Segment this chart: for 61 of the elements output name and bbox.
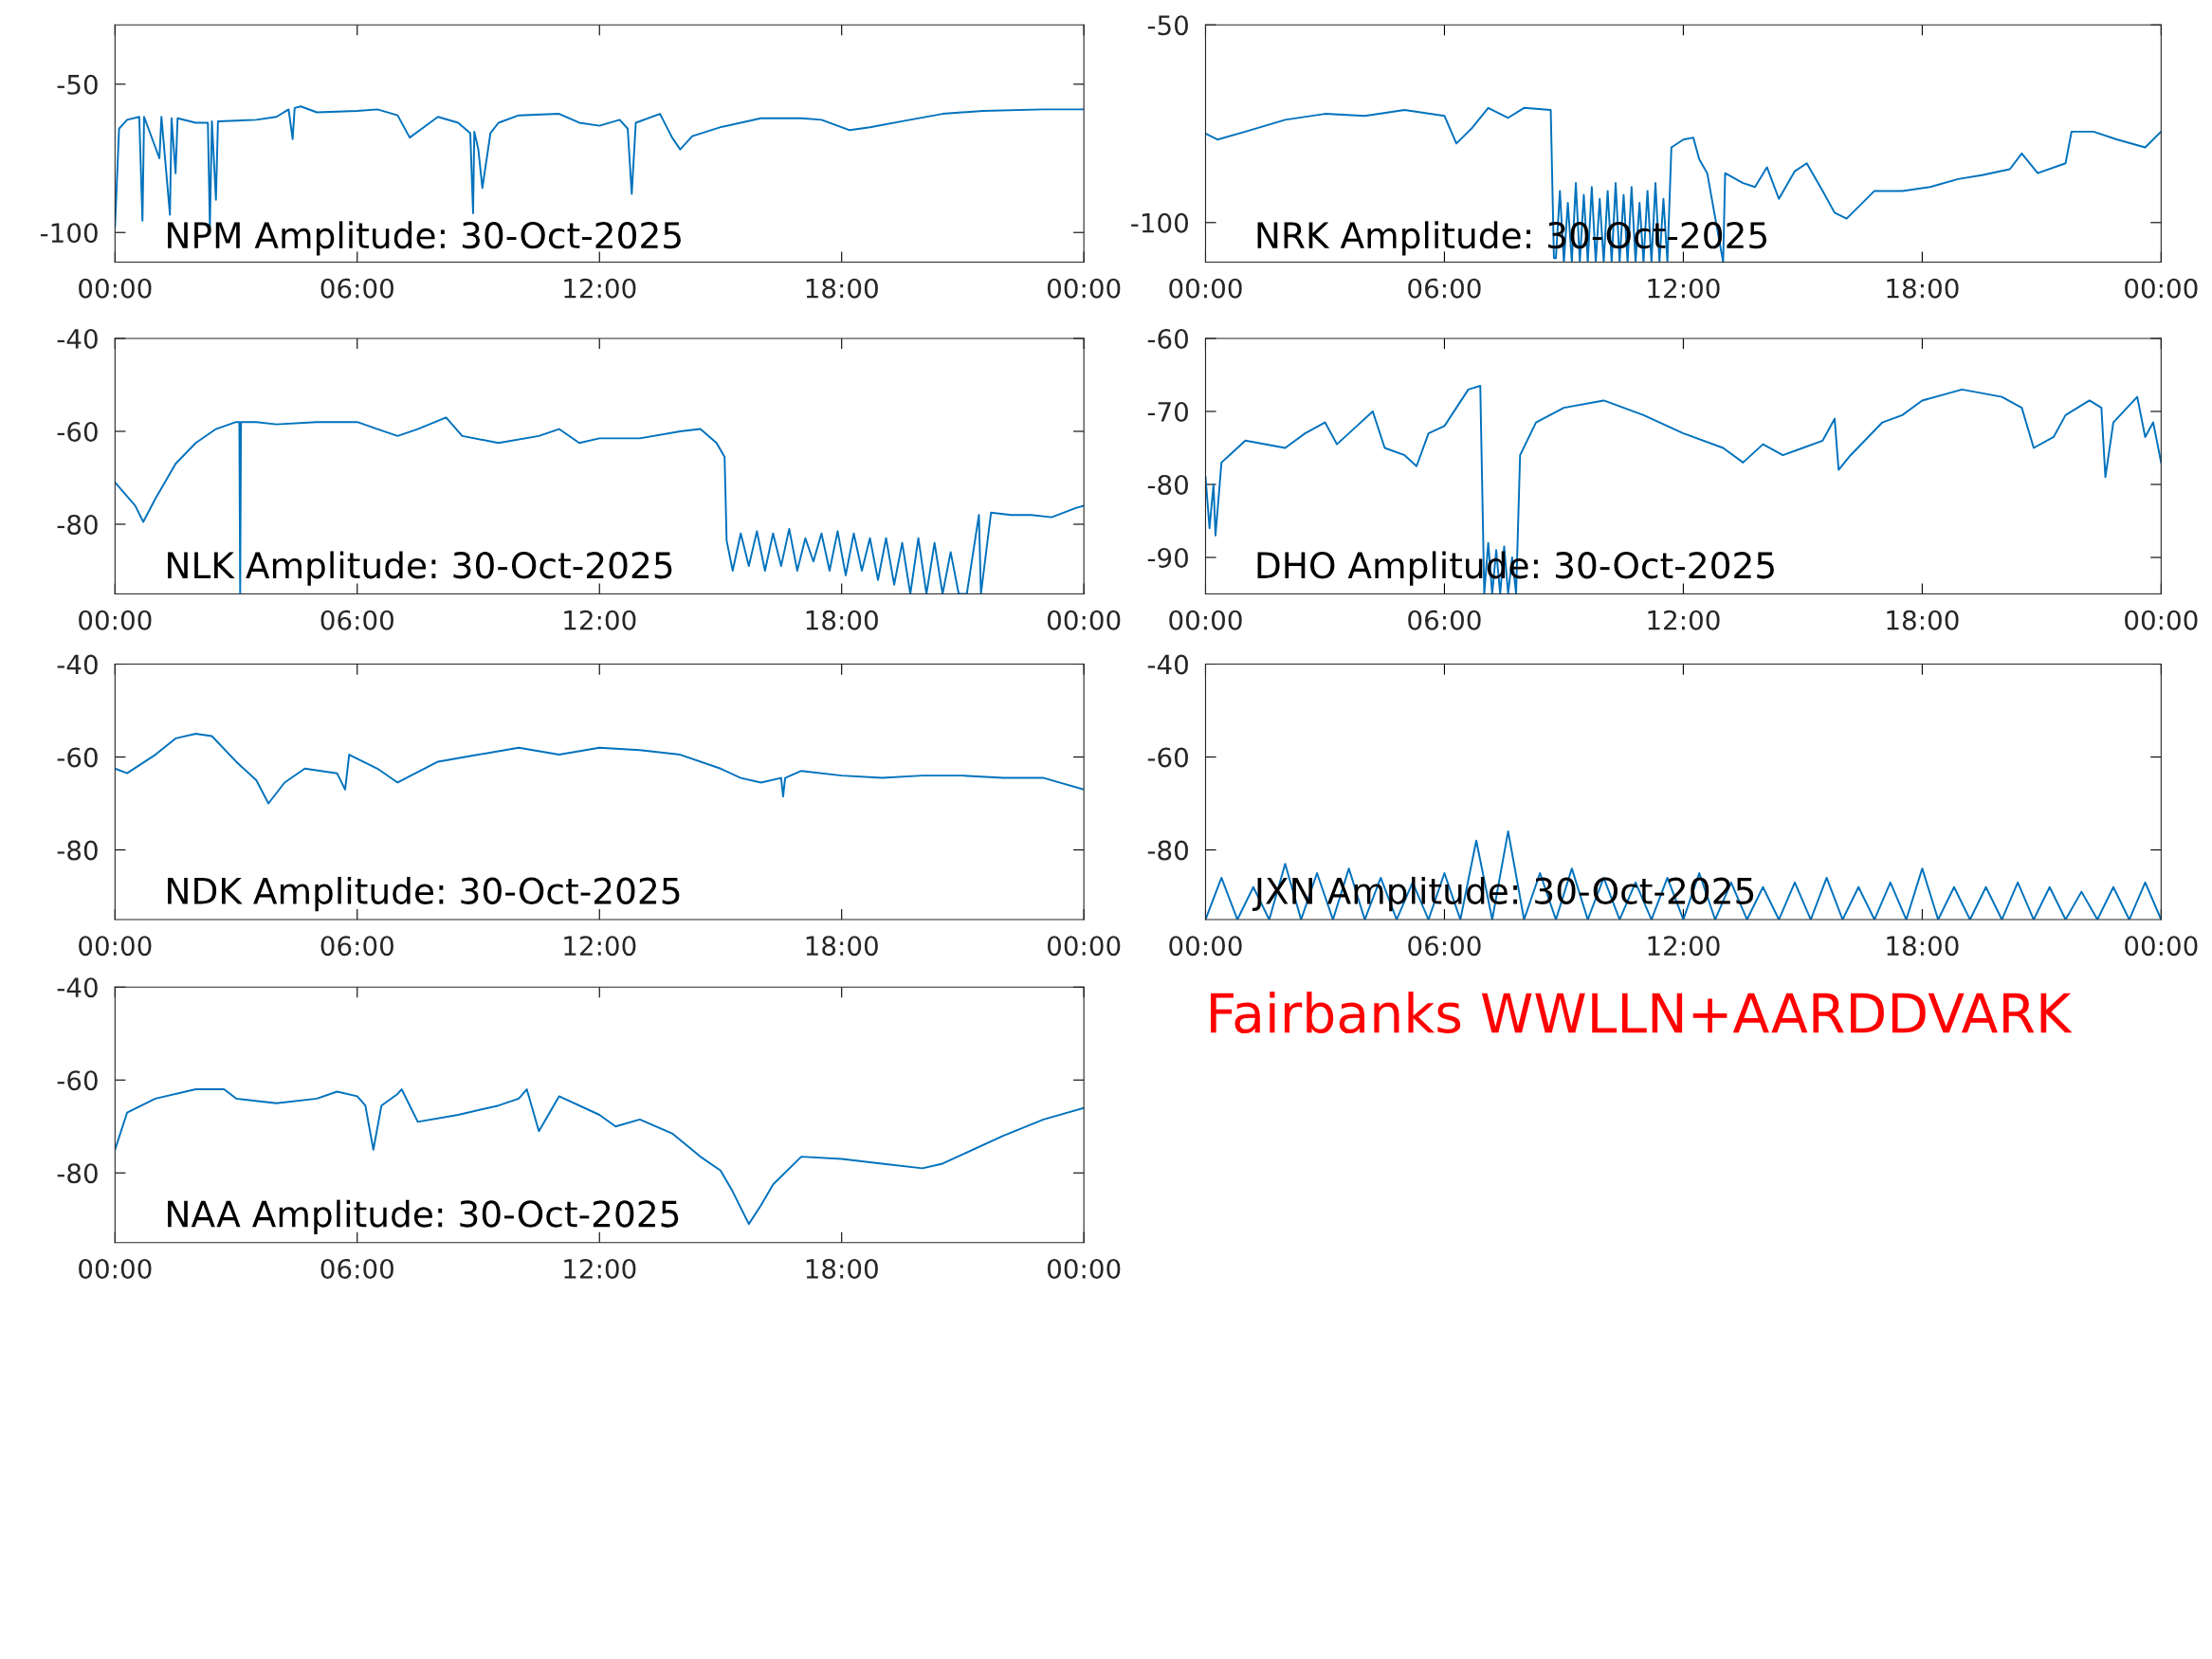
x-tick-label: 18:00 (1887, 610, 1959, 630)
x-tick-label: 12:00 (564, 1258, 636, 1279)
y-tick-label: -100 (1131, 212, 1188, 233)
y-tick-label: -80 (1147, 474, 1188, 495)
x-tick-label: 00:00 (1047, 936, 1121, 957)
y-tick-label: -90 (1147, 547, 1188, 568)
y-tick-label: -80 (57, 840, 98, 861)
y-tick-label: -60 (1147, 328, 1188, 349)
text: NPM Amplitude: 30-Oct-2025 (168, 221, 681, 256)
text: NDK Amplitude: 30-Oct-2025 (168, 876, 680, 912)
x-tick-label: 18:00 (1887, 278, 1959, 299)
x-tick-label: 18:00 (806, 936, 878, 957)
x-tick-label: 18:00 (806, 278, 878, 299)
x-tick-label: 18:00 (806, 1258, 878, 1279)
y-tick-label: -70 (1147, 401, 1188, 422)
y-tick-label: -40 (57, 977, 98, 998)
x-tick-label: 06:00 (1408, 278, 1481, 299)
x-tick-label: 12:00 (1648, 610, 1720, 630)
text: Fairbanks WWLLN+AARDDVARK (1211, 992, 2073, 1034)
x-tick-label: 00:00 (2125, 936, 2198, 957)
x-tick-label: 00:00 (79, 278, 152, 299)
x-tick-label: 12:00 (564, 936, 636, 957)
x-tick-label: 18:00 (1887, 936, 1959, 957)
x-tick-label: 12:00 (564, 278, 636, 299)
x-tick-label: 00:00 (1169, 936, 1242, 957)
y-tick-label: -100 (40, 223, 98, 244)
y-tick-label: -50 (57, 74, 98, 95)
x-tick-label: 12:00 (564, 610, 636, 630)
y-tick-label: -60 (57, 747, 98, 768)
x-tick-label: 06:00 (320, 1258, 393, 1279)
text: NAA Amplitude: 30-Oct-2025 (168, 1199, 679, 1234)
x-tick-label: 00:00 (1047, 278, 1121, 299)
x-tick-label: 00:00 (2125, 610, 2198, 630)
y-tick-label: -40 (57, 654, 98, 675)
text: NLK Amplitude: 30-Oct-2025 (168, 551, 672, 586)
x-tick-label: 12:00 (1648, 278, 1720, 299)
y-tick-label: -40 (57, 328, 98, 349)
x-tick-label: 00:00 (1047, 1258, 1121, 1279)
y-tick-label: -80 (57, 1163, 98, 1184)
x-tick-label: 00:00 (79, 936, 152, 957)
x-tick-label: 06:00 (1408, 936, 1481, 957)
x-tick-label: 00:00 (79, 610, 152, 630)
y-tick-label: -60 (57, 1070, 98, 1091)
x-tick-label: 12:00 (1648, 936, 1720, 957)
x-tick-label: 00:00 (1169, 610, 1242, 630)
x-tick-label: 00:00 (1047, 610, 1121, 630)
y-tick-label: -60 (1147, 747, 1188, 768)
y-tick-label: -50 (1147, 15, 1188, 36)
y-tick-label: -80 (57, 514, 98, 535)
x-tick-label: 00:00 (2125, 278, 2198, 299)
y-tick-label: -60 (57, 421, 98, 442)
y-tick-label: -40 (1147, 654, 1188, 675)
x-tick-label: 06:00 (1408, 610, 1481, 630)
x-tick-label: 00:00 (1169, 278, 1242, 299)
line-series (115, 733, 1085, 805)
x-tick-label: 06:00 (320, 278, 393, 299)
x-tick-label: 06:00 (320, 936, 393, 957)
x-tick-label: 18:00 (806, 610, 878, 630)
x-tick-label: 00:00 (79, 1258, 152, 1279)
x-tick-label: 06:00 (320, 610, 393, 630)
y-tick-label: -80 (1147, 840, 1188, 861)
